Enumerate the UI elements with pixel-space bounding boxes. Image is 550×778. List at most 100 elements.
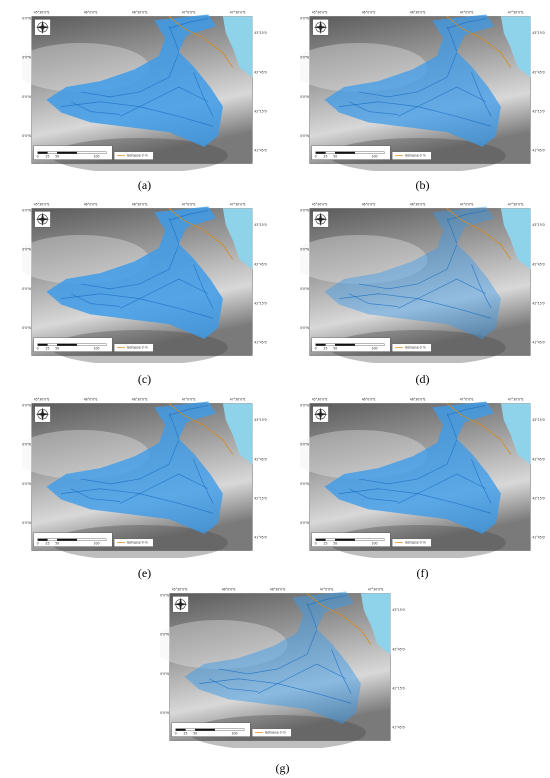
scale-label: 50 <box>55 347 59 351</box>
longitude-label: 45°30'0"E <box>172 588 188 592</box>
basin <box>46 401 223 534</box>
river <box>471 459 492 504</box>
scale-label: 0 <box>37 542 39 546</box>
basin <box>324 206 501 339</box>
compass-needle <box>35 407 50 422</box>
river <box>397 86 487 117</box>
river <box>70 293 121 307</box>
river <box>348 101 399 115</box>
latitude-label: 42°15'0"N <box>254 302 267 306</box>
latitude-label: 43°0'0"N <box>22 443 31 447</box>
legend-label: Isohypse 0 m <box>265 731 286 735</box>
longitude-label: 46°30'0"E <box>270 588 286 592</box>
latitude-label: 43°30'0"N <box>22 16 31 20</box>
river <box>257 663 347 694</box>
longitude-label: 47°0'0"E <box>182 11 196 15</box>
river <box>193 459 214 504</box>
latitude-label: 42°45'0"N <box>392 647 405 651</box>
scale-segment <box>325 151 336 154</box>
longitude-label: 46°30'0"E <box>132 398 148 402</box>
scale-label: 25 <box>323 542 327 546</box>
isohypse <box>168 208 234 260</box>
scale-segment <box>354 538 385 541</box>
latitude-label: 43°15'0"N <box>532 418 545 422</box>
longitude-label: 45°30'0"E <box>34 398 50 402</box>
longitude-label: 46°30'0"E <box>410 203 426 207</box>
longitude-label: 47°30'0"E <box>508 398 524 402</box>
isohypse <box>446 208 512 260</box>
map-panel: 45°30'0"E 46°0'0"E 46°30'0"E 47°0'0"E 47°30'… <box>22 8 267 171</box>
legend-box <box>391 538 432 547</box>
scale-segment <box>57 151 78 154</box>
legend-label: Isohypse 0 m <box>127 346 148 350</box>
longitude-label: 47°30'0"E <box>230 203 246 207</box>
panel-label: (g) <box>275 761 290 775</box>
river <box>218 629 318 675</box>
scale-label: 0 <box>37 155 39 159</box>
scale-segment <box>315 538 326 541</box>
isohypse <box>446 403 512 455</box>
longitude-label: 46°0'0"E <box>84 203 98 207</box>
latitude-label: 41°45'0"N <box>392 726 405 730</box>
river <box>446 210 487 221</box>
latitude-label: 43°15'0"N <box>254 223 267 227</box>
latitude-label: 42°0'0"N <box>22 134 31 138</box>
legend-label: Isohypse 0 m <box>127 154 148 158</box>
longitude-label: 47°0'0"E <box>320 588 334 592</box>
sea <box>500 208 531 270</box>
scale-segment <box>57 343 78 346</box>
latitude-label: 43°30'0"N <box>300 208 309 212</box>
latitude-label: 42°15'0"N <box>532 302 545 306</box>
scale-label: 25 <box>45 542 49 546</box>
longitude-label: 47°30'0"E <box>230 11 246 15</box>
latitude-label: 42°15'0"N <box>254 497 267 501</box>
river <box>168 210 209 221</box>
scale-label: 100 <box>371 347 377 351</box>
scale-label: 25 <box>45 155 49 159</box>
latitude-label: 41°45'0"N <box>254 341 267 345</box>
mountain <box>300 234 428 284</box>
latitude-label: 41°45'0"N <box>532 149 545 153</box>
latitude-label: 43°15'0"N <box>532 223 545 227</box>
scale-label: 0 <box>315 542 317 546</box>
latitude-label: 42°0'0"N <box>300 326 309 330</box>
river <box>119 86 209 117</box>
longitude-label: 46°30'0"E <box>410 11 426 15</box>
longitude-label: 47°30'0"E <box>368 588 384 592</box>
scale-label: 50 <box>333 542 337 546</box>
scale-segment <box>335 343 356 346</box>
latitude-label: 43°0'0"N <box>300 443 309 447</box>
scale-label: 25 <box>183 732 187 736</box>
scale-label: 100 <box>371 155 377 159</box>
sea <box>500 16 531 78</box>
river <box>168 413 180 439</box>
latitude-label: 42°15'0"N <box>392 687 405 691</box>
scale-segment <box>195 728 216 731</box>
river <box>193 264 214 309</box>
scale-segment <box>325 538 336 541</box>
river <box>358 439 458 485</box>
compass-needle <box>313 212 328 227</box>
isohypse <box>306 593 372 645</box>
river <box>119 473 209 504</box>
panel-label: (a) <box>137 178 152 192</box>
longitude-label: 47°30'0"E <box>508 11 524 15</box>
scale-segment <box>175 728 186 731</box>
longitude-label: 45°30'0"E <box>312 203 328 207</box>
scale-label: 100 <box>93 542 99 546</box>
river <box>80 439 180 485</box>
scale-label: 50 <box>333 155 337 159</box>
scale-segment <box>37 343 48 346</box>
latitude-label: 43°15'0"N <box>392 608 405 612</box>
legend-label: Isohypse 0 m <box>405 541 426 545</box>
sea <box>222 208 253 270</box>
panel-label: (e) <box>137 566 152 580</box>
longitude-label: 46°0'0"E <box>362 203 376 207</box>
sea <box>222 16 253 78</box>
legend-label: Isohypse 0 m <box>405 346 426 350</box>
longitude-label: 47°30'0"E <box>508 203 524 207</box>
sea <box>222 403 253 465</box>
longitude-label: 45°30'0"E <box>34 203 50 207</box>
basin <box>46 14 223 147</box>
scale-segment <box>37 538 48 541</box>
